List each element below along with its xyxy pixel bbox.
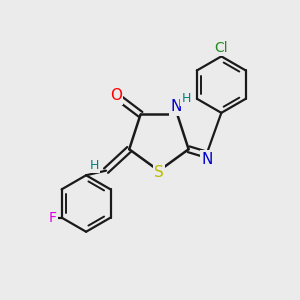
Text: H: H <box>90 159 99 172</box>
Text: N: N <box>170 99 182 114</box>
Text: S: S <box>154 165 164 180</box>
Text: H: H <box>182 92 191 105</box>
Text: F: F <box>49 211 57 225</box>
Text: N: N <box>201 152 213 166</box>
Text: O: O <box>110 88 122 104</box>
Text: Cl: Cl <box>214 41 228 55</box>
